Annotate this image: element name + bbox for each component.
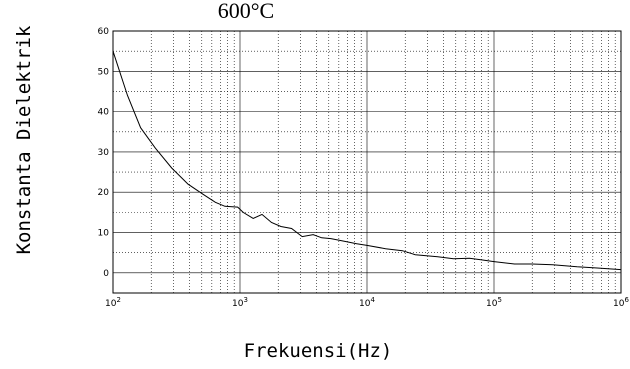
x-tick-exponent: 3: [243, 296, 247, 304]
x-ticks: 102 103 104 105 106: [105, 296, 629, 309]
x-tick-exponent: 5: [497, 296, 501, 304]
chart-title: 600°C: [218, 0, 274, 23]
y-axis-label: Konstanta Dielektrik: [13, 25, 35, 254]
plot-frame: [112, 30, 622, 294]
x-tick-label: 105: [486, 296, 502, 309]
x-tick-exponent: 2: [116, 296, 120, 304]
x-tick-exponent: 6: [624, 296, 629, 304]
x-tick-label: 103: [232, 296, 248, 309]
x-tick-base: 10: [486, 299, 498, 309]
x-tick-base: 10: [359, 299, 371, 309]
series-group: [112, 51, 622, 271]
x-tick-base: 10: [613, 299, 625, 309]
y-tick-label: 40: [98, 108, 110, 118]
x-tick-label: 102: [105, 296, 121, 309]
grid: [112, 30, 622, 294]
x-tick-base: 10: [232, 299, 244, 309]
y-tick-label: 10: [98, 229, 110, 239]
y-ticks: 0 10 20 30 40 50 60: [98, 27, 110, 279]
y-tick-label: 0: [103, 269, 109, 279]
x-tick-base: 10: [105, 299, 117, 309]
x-axis-label: Frekuensi(Hz): [244, 340, 393, 362]
y-tick-label: 50: [98, 67, 110, 77]
x-tick-label: 104: [359, 296, 375, 309]
y-tick-label: 60: [98, 27, 110, 37]
y-tick-label: 30: [98, 148, 110, 158]
x-tick-label: 106: [613, 296, 629, 309]
series-line: [112, 51, 622, 271]
y-tick-label: 20: [98, 188, 110, 198]
x-tick-exponent: 4: [370, 296, 375, 304]
